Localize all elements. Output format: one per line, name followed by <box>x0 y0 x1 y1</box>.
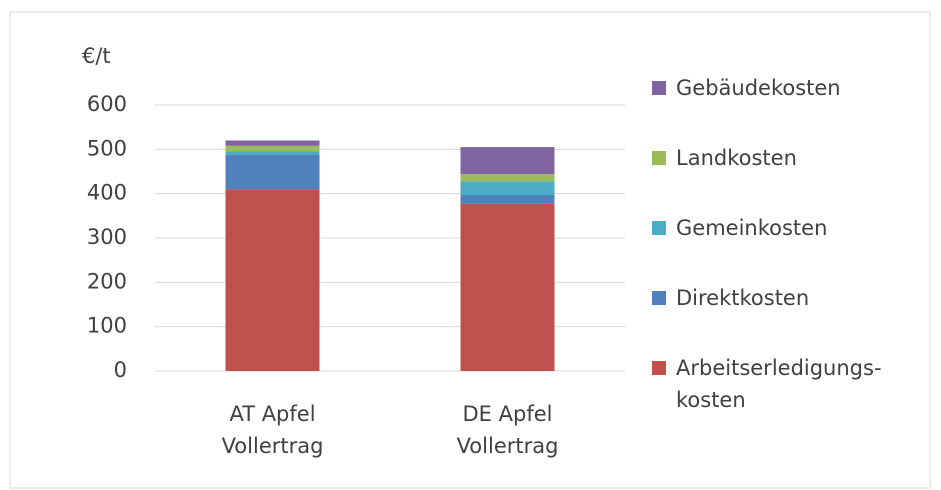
legend-label: Arbeitserledigungs-kosten <box>676 356 882 412</box>
legend-swatch <box>652 361 666 375</box>
y-tick-label: 300 <box>87 225 127 249</box>
bar-segment <box>225 189 320 371</box>
bar-segment <box>460 203 555 371</box>
y-tick-label: 200 <box>87 269 127 293</box>
legend-swatch <box>652 151 666 165</box>
bar-segment <box>225 154 320 190</box>
chart-border <box>9 11 931 489</box>
y-tick-label: 500 <box>87 136 127 160</box>
bar-segment <box>460 194 555 204</box>
x-tick-label: DE Apfel Vollertrag <box>456 402 559 458</box>
bar-segment <box>460 147 555 175</box>
bar-segment <box>225 140 320 146</box>
legend-swatch <box>652 291 666 305</box>
y-tick-label: 0 <box>114 358 127 382</box>
y-tick-label: 600 <box>87 92 127 116</box>
legend-label: Gebäudekosten <box>676 76 841 100</box>
x-tick-label: AT Apfel Vollertrag <box>221 402 324 458</box>
y-axis-label: €/t <box>82 44 111 68</box>
bar-segment <box>225 151 320 155</box>
legend-label: Landkosten <box>676 146 797 170</box>
legend-swatch <box>652 81 666 95</box>
legend-label: Direktkosten <box>676 286 810 310</box>
legend-swatch <box>652 221 666 235</box>
bar-segment <box>460 181 555 195</box>
bar-segment <box>460 174 555 182</box>
y-tick-label: 400 <box>87 181 127 205</box>
bar-segment <box>225 145 320 152</box>
legend-label: Gemeinkosten <box>676 216 828 240</box>
y-tick-label: 100 <box>87 314 127 338</box>
